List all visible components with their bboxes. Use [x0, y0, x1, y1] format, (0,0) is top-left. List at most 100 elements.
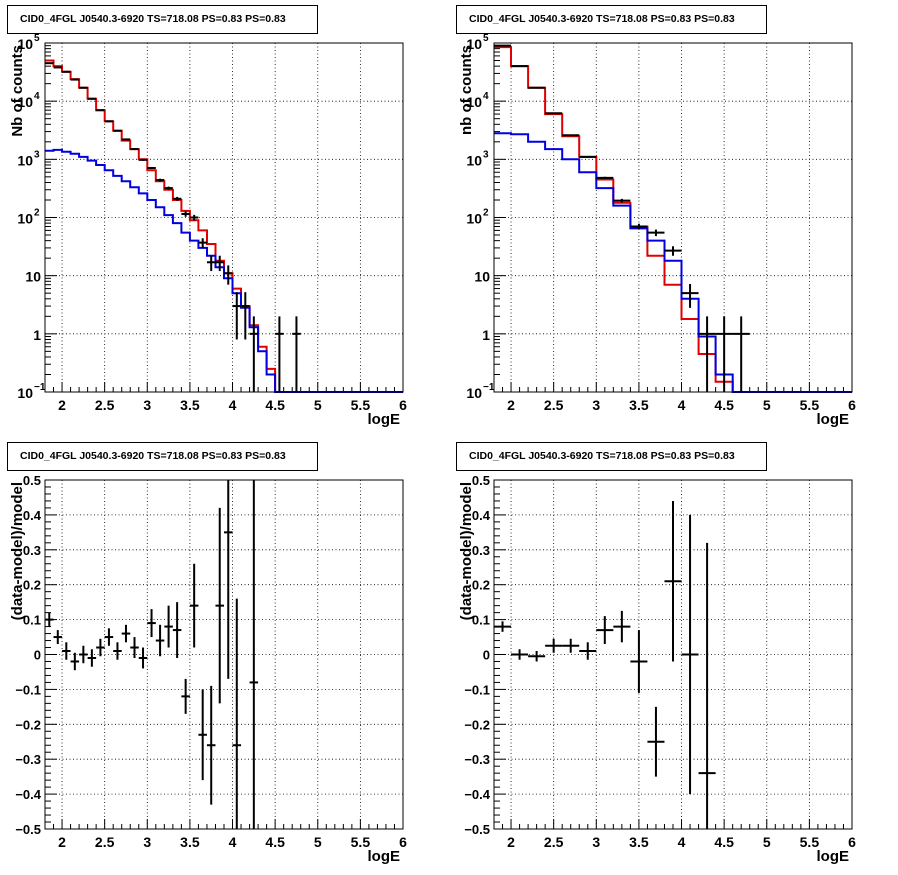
y-tick-label: 1	[482, 327, 490, 343]
residuals-plot-fine-svg: 2 2.5 3 3.5 4 4.5 5 5.5 6 −0.5 −0.4 −0.3 −0.2 −0.1 0 0.…	[9, 473, 407, 865]
x-tick-label: 3	[143, 834, 151, 850]
x-tick-label: 5.5	[351, 834, 371, 850]
data-point	[224, 480, 233, 679]
data-point	[164, 186, 173, 190]
y-tick-label: 0	[34, 648, 41, 663]
x-tick-label: 4	[678, 834, 686, 850]
x-tick-label: 2.5	[95, 397, 115, 413]
data-point	[181, 678, 190, 714]
y-tick-label: 0.2	[472, 578, 490, 593]
data-point	[596, 176, 614, 180]
x-tick-label: 4.5	[265, 397, 285, 413]
data-point	[664, 246, 682, 256]
x-tick-label: 3.5	[629, 397, 649, 413]
y-tick-label: −0.5	[15, 822, 41, 837]
x-axis-label: logE	[817, 848, 850, 865]
x-tick-label: 3	[592, 834, 600, 850]
x-tick-label: 2	[507, 834, 515, 850]
x-tick-label: 2.5	[544, 834, 564, 850]
x-tick-label: 4.5	[714, 834, 734, 850]
data-point	[70, 652, 80, 671]
plot-frame	[493, 42, 853, 393]
data-point	[562, 134, 580, 137]
y-tick-label: −0.2	[15, 717, 41, 732]
y-axis-label: (data-model)/model	[9, 482, 26, 620]
grid	[45, 43, 403, 392]
x-tick-label: 4	[678, 397, 686, 413]
x-axis-label: logE	[368, 411, 401, 428]
data-point	[79, 645, 88, 664]
data-point	[613, 610, 631, 643]
x-tick-label: 5	[763, 397, 771, 413]
y-tick-label-exponent: 3	[34, 149, 40, 160]
counts-plot-fine: 2 2.5 3 3.5 4 4.5 5 5.5 6 10 −1 1 10 10 2 10 3 10 4 10 5 logE…	[0, 0, 449, 437]
x-tick-label: 6	[848, 834, 856, 850]
data-point	[579, 642, 597, 660]
data-points	[494, 500, 716, 829]
data-point	[189, 214, 199, 221]
data-point	[215, 507, 224, 704]
y-tick-label-exponent: −1	[483, 382, 495, 393]
data-point	[545, 638, 563, 653]
y-tick-label: 10	[17, 152, 33, 168]
x-tick-label: 5	[763, 834, 771, 850]
y-tick-label: 10	[17, 211, 33, 227]
x-tick-label: 4.5	[714, 397, 734, 413]
data-point	[232, 292, 242, 340]
y-tick-label: 0.3	[23, 543, 41, 558]
data-point	[79, 86, 88, 89]
data-point	[241, 292, 250, 340]
data-point	[494, 621, 512, 632]
y-tick-label: 0.2	[23, 578, 41, 593]
y-axis-label: nb of counts	[458, 45, 475, 135]
data-point	[579, 155, 597, 158]
data-point	[198, 238, 207, 248]
series-line-total_model	[494, 46, 852, 393]
data-point	[62, 642, 71, 660]
data-point	[113, 642, 122, 660]
data-point	[647, 706, 665, 777]
data-point	[121, 138, 131, 141]
x-tick-label: 2.5	[95, 834, 115, 850]
x-tick-label: 6	[399, 397, 407, 413]
y-tick-label: 10	[17, 385, 33, 401]
data-point	[511, 649, 529, 660]
x-tick-label: 2	[507, 397, 515, 413]
axis-ticks	[493, 479, 853, 830]
y-tick-label: −0.4	[464, 787, 490, 802]
data-point	[147, 609, 156, 638]
data-point	[647, 229, 665, 237]
data-point	[45, 612, 54, 627]
y-tick-label-exponent: −1	[34, 382, 46, 393]
data-point	[104, 120, 114, 123]
x-tick-label: 5.5	[351, 397, 371, 413]
y-tick-label: 0.3	[472, 543, 490, 558]
chart-title: CID0_4FGL J0540.3-6920 TS=718.08 PS=0.83…	[7, 5, 318, 34]
data-point	[147, 166, 156, 170]
counts-plot-coarse: 2 2.5 3 3.5 4 4.5 5 5.5 6 10 −1 1 10 10 2 10 3 10 4 10 5 logE…	[449, 0, 898, 437]
y-tick-label-exponent: 2	[34, 208, 40, 219]
x-tick-label: 4.5	[265, 834, 285, 850]
data-point	[87, 649, 97, 667]
y-tick-label: 0.4	[472, 508, 491, 523]
y-tick-label: 10	[25, 269, 41, 285]
data-point	[155, 178, 165, 182]
data-point	[249, 316, 259, 392]
data-point	[249, 480, 259, 829]
y-tick-label: 10	[474, 269, 490, 285]
data-point	[96, 638, 105, 657]
series-line-component_model	[45, 148, 403, 393]
x-tick-label: 3	[592, 397, 600, 413]
data-point	[138, 647, 148, 669]
grid	[45, 480, 403, 829]
y-tick-label: 1	[33, 327, 41, 343]
data-point	[96, 109, 105, 112]
data-points	[45, 62, 301, 392]
x-tick-label: 4	[229, 397, 237, 413]
y-tick-label: −0.1	[15, 682, 41, 697]
y-axis-label: Nb of counts	[9, 45, 26, 137]
data-point	[292, 316, 301, 392]
y-tick-label-exponent: 3	[483, 149, 489, 160]
